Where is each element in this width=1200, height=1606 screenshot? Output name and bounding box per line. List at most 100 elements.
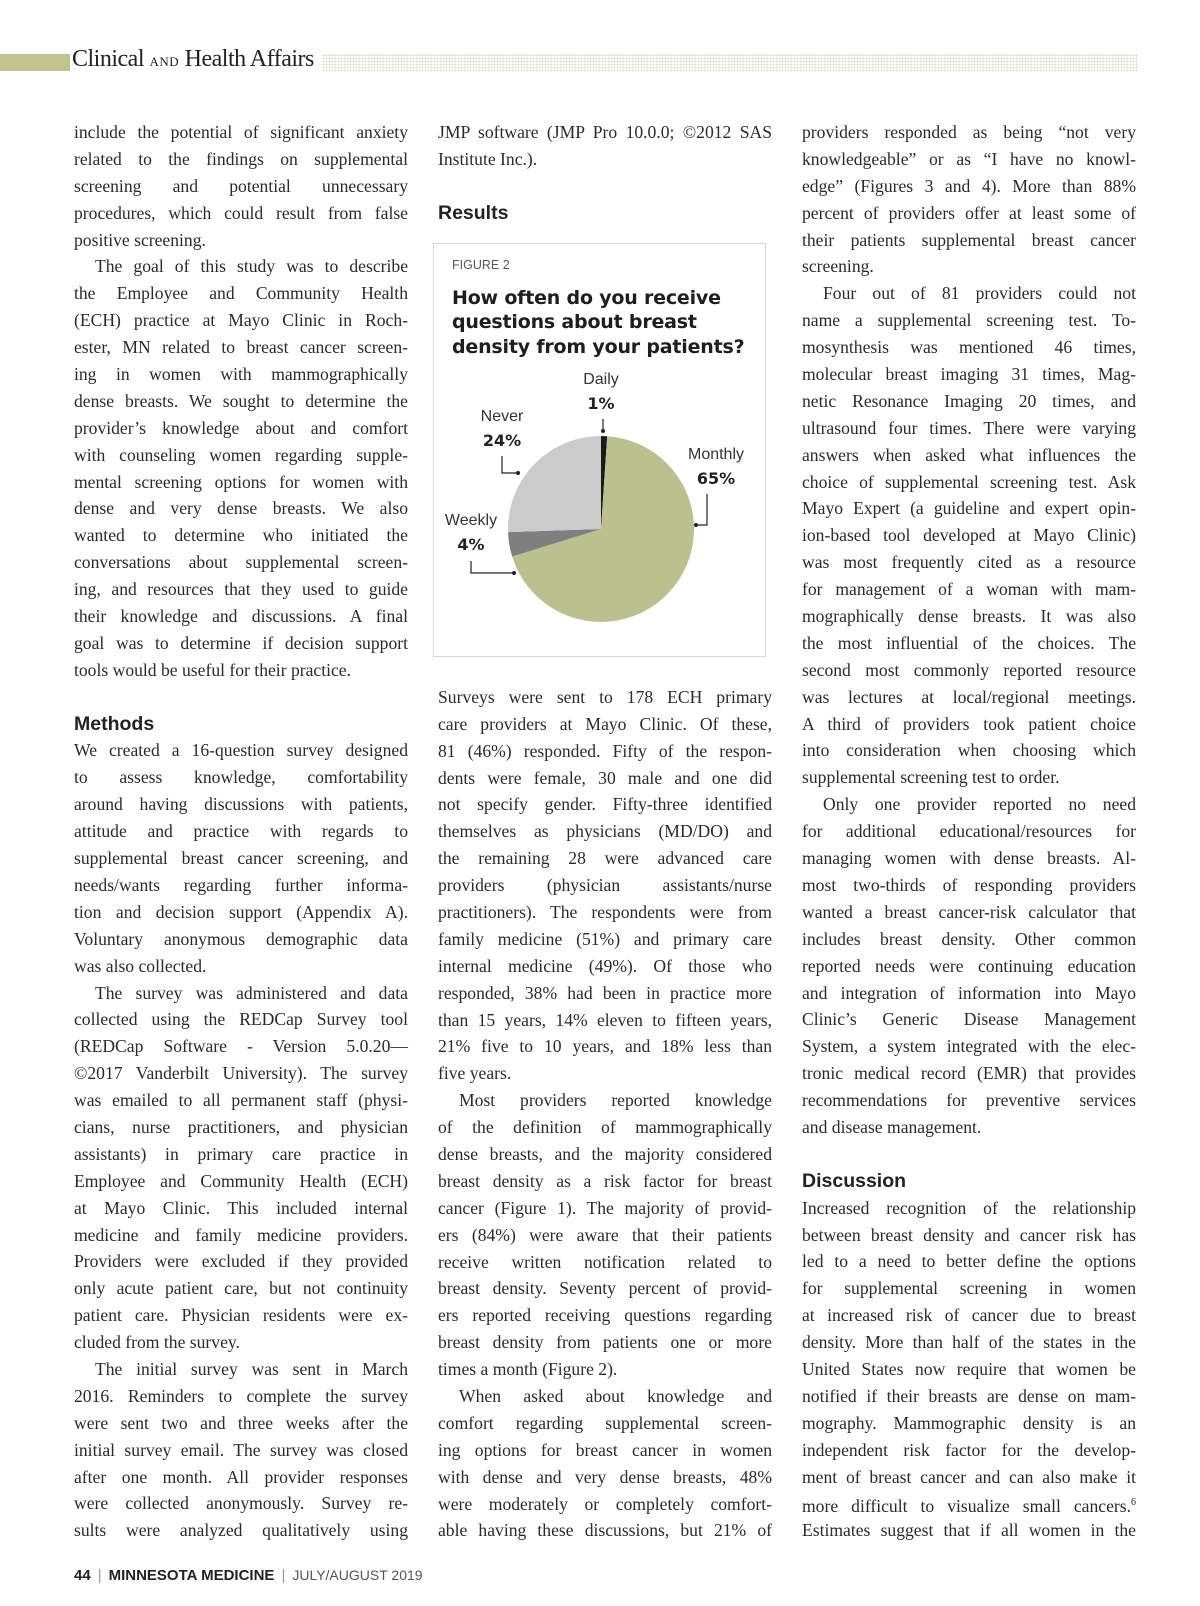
page-footer: 44 | MINNESOTA MEDICINE | JULY/AUGUST 2019 [74, 1567, 423, 1584]
text-line-content: for supplemental screening in women [802, 1278, 1136, 1299]
text-line-content: mental screening options for women with [74, 471, 408, 492]
text-line-content: Increased recognition of the relationshi… [802, 1197, 1136, 1218]
text-line-content: Employee and Community Health (ECH) [74, 1170, 408, 1191]
text-line: was also collected. [74, 953, 408, 980]
text-line-content: mographically dense breasts. It was also [802, 606, 1136, 627]
figure-label: FIGURE 2 [452, 257, 510, 272]
text-line: edge” (Figures 3 and 4). More than 88% [802, 173, 1136, 200]
text-line: managing women with dense breasts. Al- [802, 845, 1136, 872]
text-line: more difficult to visualize small cancer… [802, 1490, 1136, 1517]
text-line-content: able having these discussions, but 21% o… [438, 1520, 772, 1541]
text-line: ers (84%) were aware that their patients [438, 1222, 772, 1249]
text-line-content: netic Resonance Imaging 20 times, and [802, 390, 1136, 411]
text-line: A third of providers took patient choice [802, 711, 1136, 738]
text-line: screening and potential unnecessary [74, 173, 408, 200]
text-line-content: at increased risk of cancer due to breas… [802, 1305, 1136, 1326]
blank-line [802, 1141, 1136, 1168]
text-line-content: collected using the REDCap Survey tool [74, 1009, 408, 1030]
text-line: Most providers reported knowledge [438, 1087, 772, 1114]
text-line-content: choice of supplemental screening test. A… [802, 471, 1136, 492]
text-line: only acute patient care, but not continu… [74, 1275, 408, 1302]
text-line: notified if their breasts are dense on m… [802, 1383, 1136, 1410]
figure-title: How often do you receive questions about… [452, 286, 745, 358]
text-line-content: five years. [438, 1063, 512, 1084]
text-line-content: Clinic’s Generic Disease Management [802, 1009, 1136, 1030]
text-line: recommendations for preventive services [802, 1087, 1136, 1114]
publication-name: MINNESOTA MEDICINE [108, 1567, 275, 1584]
text-line: mental screening options for women with [74, 469, 408, 496]
section-header: Clinical AND Health Affairs [72, 46, 314, 73]
text-line: at increased risk of cancer due to breas… [802, 1302, 1136, 1329]
text-line: providers (physician assistants/nurse [438, 872, 772, 899]
text-line-content: only acute patient care, but not continu… [74, 1278, 408, 1299]
text-line: Mayo Expert (a guideline and expert opin… [802, 495, 1136, 522]
text-line-content: was lectures at local/regional meetings. [802, 686, 1136, 707]
text-line-content: family medicine (51%) and primary care [438, 928, 772, 949]
text-line-content: more difficult to visualize small cancer… [802, 1496, 1131, 1517]
text-line-content: with counseling women regarding supple- [74, 444, 408, 465]
text-line: breast density from patients one or more [438, 1329, 772, 1356]
leader-line [470, 560, 512, 574]
text-line-content: knowledgeable” or as “I have no knowl- [802, 148, 1136, 169]
text-line: and integration of information into Mayo [802, 980, 1136, 1007]
text-line-content: tools would be useful for their practice… [74, 659, 352, 680]
text-line: mosynthesis was mentioned 46 times, [802, 334, 1136, 361]
text-line: than 15 years, 14% eleven to fifteen yea… [438, 1007, 772, 1034]
text-line: JMP software (JMP Pro 10.0.0; ©2012 SAS [438, 119, 772, 146]
text-line: responded, 38% had been in practice more [438, 980, 772, 1007]
text-line: ing in women with mammographically [74, 361, 408, 388]
text-line: not specify gender. Fifty-three identifi… [438, 791, 772, 818]
text-line: related to the findings on supplemental [74, 146, 408, 173]
text-column-3: providers responded as being “not very kn… [802, 119, 1136, 1544]
text-line: providers responded as being “not very [802, 119, 1136, 146]
figure-2: FIGURE 2 How often do you receive questi… [433, 242, 766, 657]
text-line: percent of providers offer at least some… [802, 200, 1136, 227]
slice-value-label: 24% [483, 431, 521, 450]
text-line: knowledgeable” or as “I have no knowl- [802, 146, 1136, 173]
text-line: density. More than half of the states in… [802, 1329, 1136, 1356]
text-line: cluded from the survey. [74, 1329, 408, 1356]
text-line: with dense and very dense breasts, 48% [438, 1464, 772, 1491]
text-line-content: attitude and practice with regards to [74, 821, 408, 842]
slice-value-label: 65% [697, 469, 735, 488]
text-line: Surveys were sent to 178 ECH primary [438, 684, 772, 711]
text-line-content: include the potential of significant anx… [74, 122, 408, 142]
text-line-content: ultrasound four times. There were varyin… [802, 417, 1136, 438]
text-line-content: was emailed to all permanent staff (phys… [74, 1090, 408, 1111]
text-line: molecular breast imaging 31 times, Mag- [802, 361, 1136, 388]
text-line-content: ers reported receiving questions regardi… [438, 1305, 772, 1326]
text-line: procedures, which could result from fals… [74, 200, 408, 227]
text-line-content: dense breasts. We sought to determine th… [74, 390, 408, 411]
text-line-content: practitioners). The respondents were fro… [438, 901, 772, 922]
text-line: supplemental breast cancer screening, an… [74, 845, 408, 872]
text-line: most two-thirds of responding providers [802, 872, 1136, 899]
text-line-content: themselves as physicians (MD/DO) and [438, 821, 772, 842]
text-line-content: We created a 16-question survey designed [74, 740, 408, 761]
text-line: into consideration when choosing which [802, 737, 1136, 764]
text-line: Estimates suggest that if all women in t… [802, 1517, 1136, 1544]
text-line: Institute Inc.). [438, 146, 772, 173]
text-line-content: tronic medical record (EMR) that provide… [802, 1063, 1136, 1084]
footer-divider: | [97, 1567, 102, 1584]
text-line-content: System, a system integrated with the ele… [802, 1036, 1136, 1057]
text-line: were sent two and three weeks after the [74, 1410, 408, 1437]
text-line: patient care. Physician residents were e… [74, 1302, 408, 1329]
text-line-content: reported needs were continuing education [802, 955, 1136, 976]
text-line-content: internal medicine (49%). Of those who [438, 955, 772, 976]
text-line-content: were sent two and three weeks after the [74, 1412, 408, 1433]
slice-value-label: 1% [587, 394, 614, 413]
text-line: their knowledge and discussions. A final [74, 603, 408, 630]
text-line-content: needs/wants regarding further informa- [74, 874, 408, 895]
text-line-content: mography. Mammographic density is an [802, 1412, 1136, 1433]
text-line: breast density as a risk factor for brea… [438, 1168, 772, 1195]
text-line-content: When asked about knowledge and [459, 1386, 772, 1407]
text-line: The initial survey was sent in March [74, 1356, 408, 1383]
text-line-content: patient care. Physician residents were e… [74, 1305, 408, 1326]
blank-line [74, 684, 408, 711]
text-line: receive written notification related to [438, 1249, 772, 1276]
text-line: for management of a woman with mam- [802, 576, 1136, 603]
text-line: answers when asked what influences the [802, 442, 1136, 469]
text-line-content: for additional educational/resources for [802, 821, 1136, 842]
text-line-content: United States now require that women be [802, 1358, 1136, 1379]
text-line: the Employee and Community Health [74, 280, 408, 307]
